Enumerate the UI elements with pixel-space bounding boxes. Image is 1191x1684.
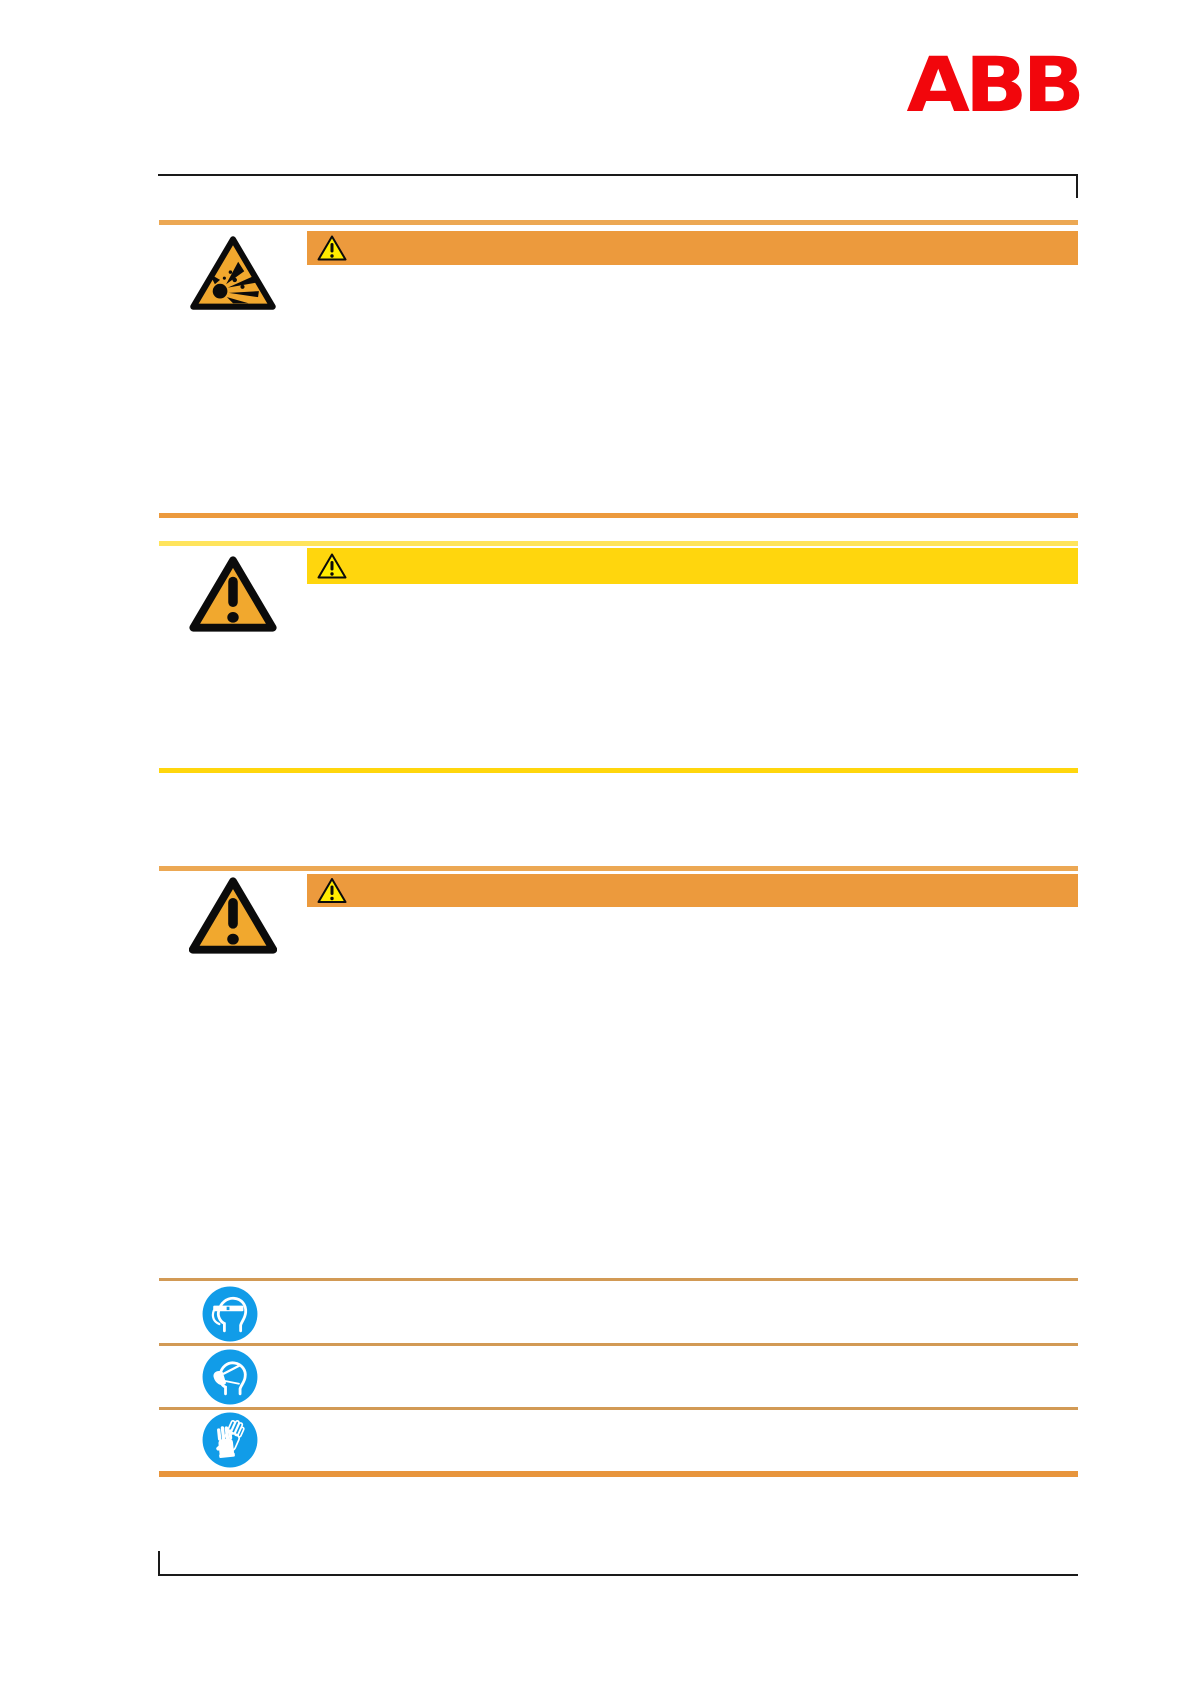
ppe-separator-line <box>159 1407 1078 1410</box>
warning-triangle-icon <box>317 234 347 262</box>
danger-block-top-line <box>159 220 1078 225</box>
footer-rule <box>158 1574 1078 1576</box>
face-shield-icon <box>202 1286 258 1342</box>
general-warning-icon <box>189 556 277 632</box>
ppe-separator-line <box>159 1278 1078 1281</box>
footer-corner-tick <box>158 1551 160 1574</box>
danger-banner <box>307 231 1078 265</box>
danger2-block-top-line <box>159 866 1078 871</box>
header-corner-tick <box>1076 174 1078 198</box>
respirator-mask-icon <box>202 1349 258 1405</box>
ppe-table-bottom-bar <box>159 1471 1078 1477</box>
abb-logo: ABB <box>906 41 1085 130</box>
danger-banner-2 <box>307 874 1078 907</box>
header-rule <box>158 174 1078 176</box>
caution-block-bottom-line <box>159 768 1078 773</box>
warning-triangle-icon <box>317 552 347 580</box>
protective-gloves-icon <box>202 1412 258 1468</box>
danger-block-bottom-line <box>159 513 1078 518</box>
general-warning-icon <box>189 877 277 954</box>
warning-triangle-icon <box>317 877 347 904</box>
caution-block-top-line <box>159 541 1078 546</box>
caution-banner <box>307 548 1078 584</box>
ppe-separator-line <box>159 1343 1078 1346</box>
explosion-hazard-icon <box>189 235 277 311</box>
